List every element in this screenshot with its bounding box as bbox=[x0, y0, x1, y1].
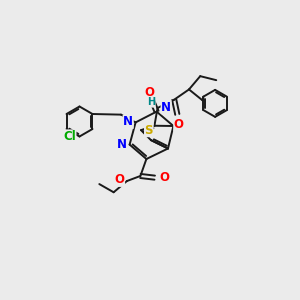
Text: N: N bbox=[123, 115, 133, 128]
Text: H: H bbox=[147, 97, 155, 107]
Text: S: S bbox=[145, 124, 153, 136]
Text: O: O bbox=[159, 171, 169, 184]
Text: O: O bbox=[144, 86, 154, 99]
Text: N: N bbox=[161, 100, 171, 114]
Text: Cl: Cl bbox=[63, 130, 76, 143]
Text: O: O bbox=[174, 118, 184, 131]
Text: O: O bbox=[115, 173, 124, 186]
Text: N: N bbox=[117, 138, 127, 151]
